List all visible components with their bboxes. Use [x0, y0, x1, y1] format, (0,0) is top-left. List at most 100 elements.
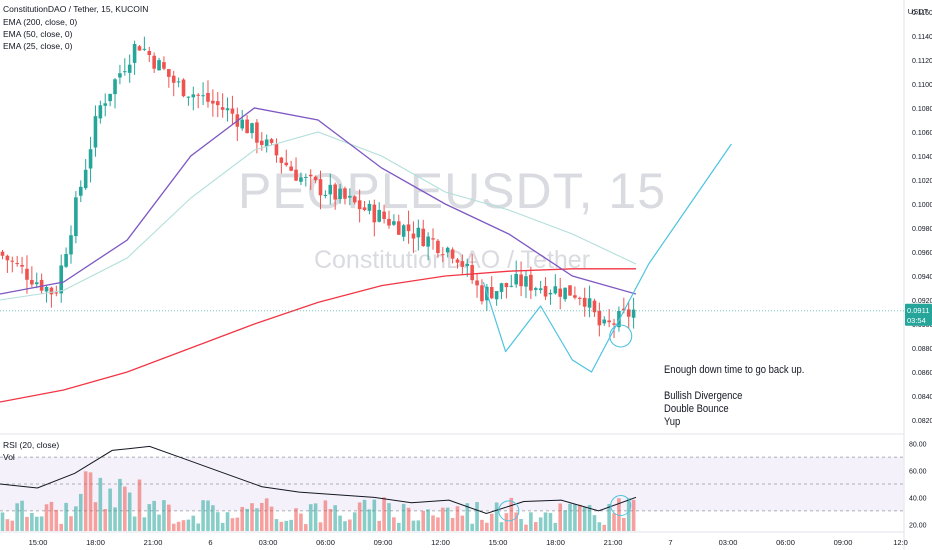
volume-bar — [225, 512, 230, 531]
annotation-line-2: Bullish Divergence — [664, 390, 743, 402]
volume-bar — [255, 508, 259, 531]
candle-body — [597, 310, 602, 326]
symbol-title: ConstitutionDAO / Tether, 15, KUCOIN — [3, 4, 149, 14]
candle-body — [299, 177, 303, 182]
candle-body — [470, 265, 474, 281]
volume-bar — [328, 509, 333, 531]
candle-body — [524, 276, 528, 287]
volume-bar — [127, 492, 132, 531]
volume-bar — [259, 502, 264, 531]
volume-bar — [509, 497, 514, 531]
candle-body — [113, 79, 117, 95]
candle-body — [259, 140, 264, 145]
candle-body — [225, 108, 230, 111]
candle-body — [367, 203, 372, 211]
volume-bar — [264, 498, 269, 531]
candle-body — [0, 251, 5, 256]
volume-bar — [15, 503, 19, 531]
price-tick-label: 0.0860 — [912, 370, 932, 377]
candle-body — [401, 225, 406, 237]
candle-body — [83, 169, 88, 189]
candle-body — [548, 292, 553, 295]
price-tick-label: 0.1020 — [912, 178, 932, 185]
candle-body — [372, 204, 377, 223]
candle-body — [54, 292, 59, 294]
volume-bar — [582, 506, 587, 531]
volume-bar — [533, 522, 538, 531]
volume-bar — [612, 513, 616, 531]
volume-bar — [529, 512, 533, 531]
candle-body — [181, 79, 186, 97]
candle-body — [450, 249, 455, 259]
ema-25-line — [0, 107, 637, 295]
candle-body — [74, 197, 78, 237]
candle-body — [607, 320, 611, 323]
price-tick-label: 0.1060 — [912, 130, 932, 137]
volume-bar — [206, 500, 210, 531]
price-tick-label: 0.0960 — [912, 250, 932, 257]
candle-body — [387, 218, 391, 226]
candle-body — [460, 261, 465, 267]
candle-body — [538, 288, 543, 291]
candle-body — [137, 46, 142, 51]
candle-body — [543, 286, 548, 297]
volume-bar — [88, 472, 93, 531]
candle-body — [147, 50, 152, 56]
volume-bar — [519, 519, 523, 531]
volume-bar — [171, 523, 176, 531]
candle-body — [568, 285, 572, 296]
candle-body — [323, 194, 328, 197]
candle-body — [509, 285, 514, 287]
volume-bar — [401, 503, 406, 531]
volume-bar — [74, 506, 78, 531]
price-tick-label: 0.0840 — [912, 394, 932, 401]
candle-body — [93, 116, 98, 148]
candle-body — [558, 288, 563, 297]
volume-bar — [494, 502, 499, 531]
candle-body — [250, 123, 254, 134]
volume-bar — [524, 524, 528, 531]
volume-bar — [299, 513, 303, 531]
candle-body — [348, 195, 352, 198]
volume-bar — [98, 477, 103, 531]
candle-body — [553, 286, 558, 294]
volume-bar — [426, 509, 430, 531]
volume-bar — [631, 499, 636, 531]
candle-body — [411, 233, 416, 239]
volume-bar — [592, 515, 597, 531]
volume-bar — [333, 505, 337, 531]
volume-bar — [142, 517, 147, 531]
candle-body — [142, 48, 147, 50]
candle-body — [313, 176, 318, 181]
volume-bar — [64, 502, 68, 531]
candle-body — [25, 268, 29, 280]
price-axis-currency: USDT — [908, 7, 929, 16]
candle-body — [475, 280, 479, 286]
volume-bar — [499, 522, 504, 531]
time-tick-label: 18:00 — [86, 538, 105, 547]
volume-bar — [211, 505, 215, 531]
candle-body — [631, 309, 636, 318]
volume-bar — [587, 505, 592, 531]
volume-bar — [372, 499, 377, 531]
candle-body — [211, 100, 215, 104]
ema-50-legend: EMA (50, close, 0) — [3, 29, 73, 39]
candle-body — [396, 221, 401, 235]
candle-body — [426, 236, 430, 247]
volume-bar — [0, 512, 5, 531]
volume-bar — [83, 471, 88, 531]
volume-bar — [421, 510, 426, 531]
rsi-tick-label: 80.00 — [909, 442, 927, 449]
candle-body — [392, 221, 396, 225]
candle-countdown-label: 03:54 — [907, 316, 926, 325]
candle-body — [504, 282, 509, 288]
price-tick-label: 0.1140 — [912, 34, 932, 41]
volume-bar — [220, 522, 225, 531]
candle-body — [489, 286, 494, 299]
volume-bar — [167, 504, 171, 531]
candle-body — [626, 309, 631, 317]
candle-body — [612, 323, 616, 325]
candle-body — [563, 287, 567, 300]
